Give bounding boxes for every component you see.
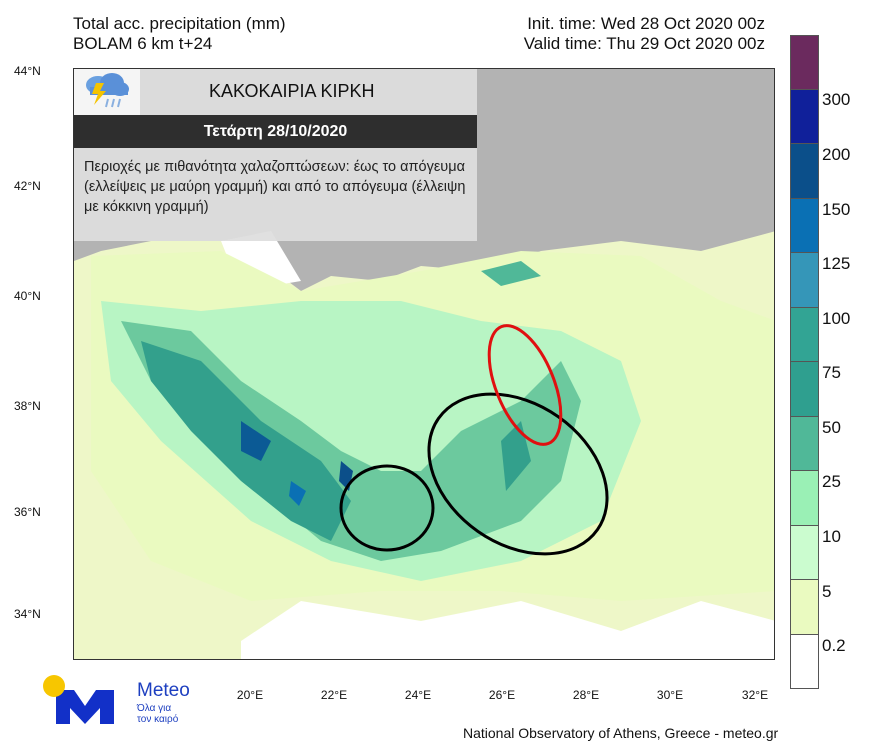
lon-label: 22°E [320, 688, 348, 702]
logo-name: Meteo [137, 680, 190, 701]
legend-swatch [790, 198, 819, 253]
legend-swatch [790, 362, 819, 417]
legend-swatch [790, 416, 819, 471]
storm-description: Περιοχές με πιθανότητα χαλαζοπτώσεων: έω… [84, 159, 466, 215]
lon-label: 32°E [741, 688, 769, 702]
lon-label: 30°E [656, 688, 684, 702]
legend-swatch [790, 580, 819, 635]
footer-credit: National Observatory of Athens, Greece -… [463, 725, 779, 741]
lat-label: 38°N [14, 399, 41, 413]
legend-label: 150 [822, 200, 851, 219]
lon-label: 28°E [572, 688, 600, 702]
hail-area-ellipse-black [339, 464, 435, 552]
precipitation-colorbar [790, 35, 819, 689]
title-line-2: BOLAM 6 km t+24 [73, 34, 213, 53]
legend-label: 75 [822, 363, 841, 382]
africa-coast [241, 601, 774, 659]
legend-label: 10 [822, 527, 841, 546]
legend-swatch [790, 307, 819, 362]
legend-label: 25 [822, 472, 841, 491]
lat-label: 34°N [14, 607, 41, 621]
legend-swatch [790, 634, 819, 689]
precipitation-map: ΚΑΚΟΚΑΙΡΙΑ ΚΙΡΚΗ Τετάρτη 28/10/2020 Περι… [73, 68, 775, 660]
legend-swatch [790, 471, 819, 526]
legend-swatch [790, 35, 819, 90]
legend-label: 300 [822, 90, 851, 109]
hail-area-ellipse-red [487, 324, 563, 446]
init-time: Init. time: Wed 28 Oct 2020 00z [527, 14, 765, 33]
valid-time: Valid time: Thu 29 Oct 2020 00z [523, 34, 765, 53]
thunderstorm-rain-icon [74, 69, 140, 115]
storm-info-box: ΚΑΚΟΚΑΙΡΙΑ ΚΙΡΚΗ Τετάρτη 28/10/2020 Περι… [74, 69, 477, 241]
legend-swatch [790, 89, 819, 144]
legend-swatch [790, 253, 819, 308]
legend-label: 200 [822, 145, 851, 164]
lat-label: 40°N [14, 289, 41, 303]
legend-label: 50 [822, 418, 841, 437]
meteo-logo: Meteo Όλα για τον καιρό [40, 672, 200, 727]
logo-tagline: Όλα για [137, 703, 172, 714]
lon-label: 24°E [404, 688, 432, 702]
legend-label: 0.2 [822, 636, 846, 655]
lon-label: 26°E [488, 688, 516, 702]
hail-area-ellipse-black [427, 392, 609, 556]
lat-label: 42°N [14, 179, 41, 193]
logo-tagline: τον καιρό [137, 714, 179, 725]
storm-date: Τετάρτη 28/10/2020 [74, 115, 477, 148]
legend-swatch [790, 144, 819, 199]
storm-title: ΚΑΚΟΚΑΙΡΙΑ ΚΙΡΚΗ [209, 81, 375, 101]
lat-label: 44°N [14, 64, 41, 78]
lat-label: 36°N [14, 505, 41, 519]
legend-swatch [790, 525, 819, 580]
legend-label: 125 [822, 254, 851, 273]
legend-label: 5 [822, 582, 832, 601]
lon-label: 20°E [236, 688, 264, 702]
title-line-1: Total acc. precipitation (mm) [73, 14, 286, 33]
legend-label: 100 [822, 309, 851, 328]
